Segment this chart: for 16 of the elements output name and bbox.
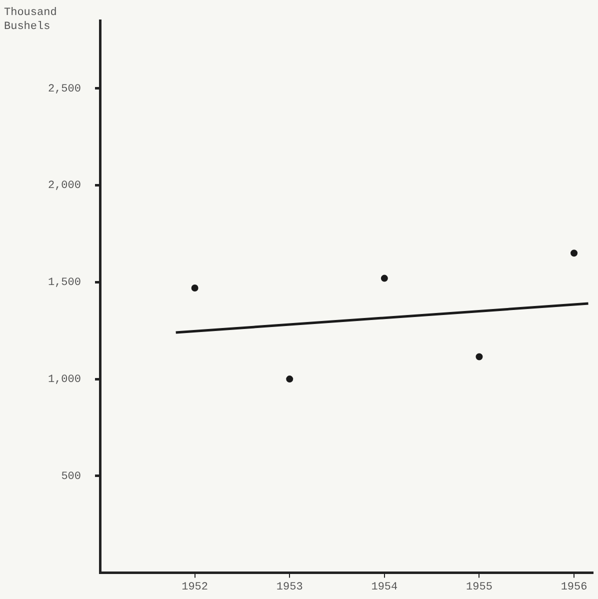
x-tick-label: 1956 xyxy=(560,581,588,594)
x-tick-label: 1955 xyxy=(466,581,492,594)
x-tick-label: 1952 xyxy=(182,581,208,594)
point xyxy=(191,284,198,292)
y-axis-title: Thousand Bushels xyxy=(4,6,58,34)
y-tick-label: 2,000 xyxy=(48,180,81,192)
y-tick-label: 1,000 xyxy=(48,374,81,386)
point xyxy=(570,250,578,257)
y-tick-label: 2,500 xyxy=(48,83,81,96)
x-tick-label: 1953 xyxy=(276,581,303,594)
point xyxy=(286,376,294,383)
x-tick-label: 1954 xyxy=(371,581,398,594)
y-tick-label: 1,500 xyxy=(48,277,81,290)
point xyxy=(476,353,483,360)
point xyxy=(380,274,388,282)
y-tick-label: 500 xyxy=(61,470,81,483)
